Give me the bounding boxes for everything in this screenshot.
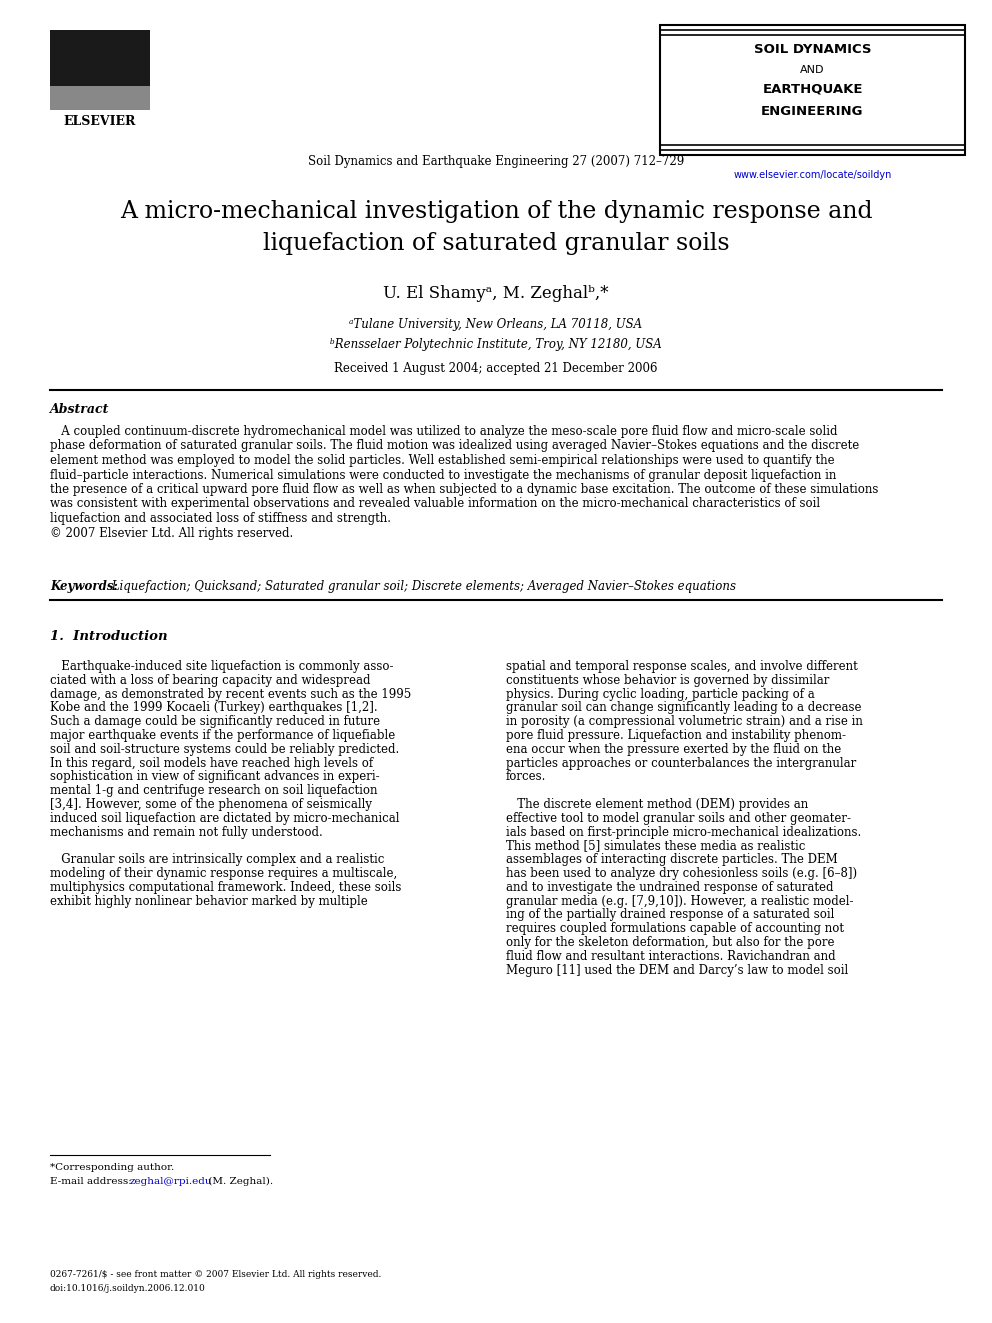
Text: granular media (e.g. [7,9,10]). However, a realistic model-: granular media (e.g. [7,9,10]). However,…: [506, 894, 853, 908]
Text: ᵃTulane University, New Orleans, LA 70118, USA: ᵃTulane University, New Orleans, LA 7011…: [349, 318, 643, 331]
Text: in porosity (a compressional volumetric strain) and a rise in: in porosity (a compressional volumetric …: [506, 716, 863, 728]
Text: Abstract: Abstract: [50, 404, 109, 415]
Text: assemblages of interacting discrete particles. The DEM: assemblages of interacting discrete part…: [506, 853, 838, 867]
Text: multiphysics computational framework. Indeed, these soils: multiphysics computational framework. In…: [50, 881, 402, 894]
Text: sophistication in view of significant advances in experi-: sophistication in view of significant ad…: [50, 770, 380, 783]
Text: only for the skeleton deformation, but also for the pore: only for the skeleton deformation, but a…: [506, 935, 834, 949]
Text: The discrete element method (DEM) provides an: The discrete element method (DEM) provid…: [506, 798, 808, 811]
Text: effective tool to model granular soils and other geomater-: effective tool to model granular soils a…: [506, 812, 851, 824]
Text: [3,4]. However, some of the phenomena of seismically: [3,4]. However, some of the phenomena of…: [50, 798, 372, 811]
Text: A coupled continuum-discrete hydromechanical model was utilized to analyze the m: A coupled continuum-discrete hydromechan…: [50, 425, 837, 438]
Text: mechanisms and remain not fully understood.: mechanisms and remain not fully understo…: [50, 826, 322, 839]
Text: (M. Zeghal).: (M. Zeghal).: [205, 1177, 273, 1187]
Text: modeling of their dynamic response requires a multiscale,: modeling of their dynamic response requi…: [50, 867, 397, 880]
Text: ENGINEERING: ENGINEERING: [761, 105, 864, 118]
Text: E-mail address:: E-mail address:: [50, 1177, 135, 1185]
Text: EARTHQUAKE: EARTHQUAKE: [762, 83, 863, 97]
Text: ciated with a loss of bearing capacity and widespread: ciated with a loss of bearing capacity a…: [50, 673, 370, 687]
Text: Soil Dynamics and Earthquake Engineering 27 (2007) 712–729: Soil Dynamics and Earthquake Engineering…: [308, 155, 684, 168]
Text: Received 1 August 2004; accepted 21 December 2006: Received 1 August 2004; accepted 21 Dece…: [334, 363, 658, 374]
Text: has been used to analyze dry cohesionless soils (e.g. [6–8]): has been used to analyze dry cohesionles…: [506, 867, 857, 880]
Text: element method was employed to model the solid particles. Well established semi-: element method was employed to model the…: [50, 454, 834, 467]
Text: Earthquake-induced site liquefaction is commonly asso-: Earthquake-induced site liquefaction is …: [50, 660, 394, 673]
Text: 0267-7261/$ - see front matter © 2007 Elsevier Ltd. All rights reserved.: 0267-7261/$ - see front matter © 2007 El…: [50, 1270, 381, 1279]
Text: requires coupled formulations capable of accounting not: requires coupled formulations capable of…: [506, 922, 844, 935]
Text: the presence of a critical upward pore fluid flow as well as when subjected to a: the presence of a critical upward pore f…: [50, 483, 878, 496]
Text: *Corresponding author.: *Corresponding author.: [50, 1163, 175, 1172]
Text: fluid–particle interactions. Numerical simulations were conducted to investigate: fluid–particle interactions. Numerical s…: [50, 468, 836, 482]
Text: induced soil liquefaction are dictated by micro-mechanical: induced soil liquefaction are dictated b…: [50, 812, 400, 824]
Text: liquefaction of saturated granular soils: liquefaction of saturated granular soils: [263, 232, 729, 255]
Text: Granular soils are intrinsically complex and a realistic: Granular soils are intrinsically complex…: [50, 853, 384, 867]
Text: www.elsevier.com/locate/soildyn: www.elsevier.com/locate/soildyn: [733, 169, 892, 180]
Text: This method [5] simulates these media as realistic: This method [5] simulates these media as…: [506, 839, 806, 852]
Text: ena occur when the pressure exerted by the fluid on the: ena occur when the pressure exerted by t…: [506, 742, 841, 755]
Text: U. El Shamyᵃ, M. Zeghalᵇ,*: U. El Shamyᵃ, M. Zeghalᵇ,*: [383, 284, 609, 302]
Bar: [660, 25, 965, 155]
Text: ᵇRensselaer Polytechnic Institute, Troy, NY 12180, USA: ᵇRensselaer Polytechnic Institute, Troy,…: [330, 337, 662, 351]
Text: liquefaction and associated loss of stiffness and strength.: liquefaction and associated loss of stif…: [50, 512, 391, 525]
Text: spatial and temporal response scales, and involve different: spatial and temporal response scales, an…: [506, 660, 858, 673]
Text: Liquefaction; Quicksand; Saturated granular soil; Discrete elements; Averaged Na: Liquefaction; Quicksand; Saturated granu…: [108, 579, 736, 593]
Text: phase deformation of saturated granular soils. The fluid motion was idealized us: phase deformation of saturated granular …: [50, 439, 859, 452]
Text: doi:10.1016/j.soildyn.2006.12.010: doi:10.1016/j.soildyn.2006.12.010: [50, 1285, 205, 1293]
Text: physics. During cyclic loading, particle packing of a: physics. During cyclic loading, particle…: [506, 688, 814, 701]
Text: and to investigate the undrained response of saturated: and to investigate the undrained respons…: [506, 881, 833, 894]
Text: constituents whose behavior is governed by dissimilar: constituents whose behavior is governed …: [506, 673, 829, 687]
Text: Meguro [11] used the DEM and Darcy’s law to model soil: Meguro [11] used the DEM and Darcy’s law…: [506, 963, 848, 976]
Text: ing of the partially drained response of a saturated soil: ing of the partially drained response of…: [506, 909, 834, 921]
Text: In this regard, soil models have reached high levels of: In this regard, soil models have reached…: [50, 757, 373, 770]
Text: pore fluid pressure. Liquefaction and instability phenom-: pore fluid pressure. Liquefaction and in…: [506, 729, 846, 742]
Text: soil and soil-structure systems could be reliably predicted.: soil and soil-structure systems could be…: [50, 742, 399, 755]
Text: 1.  Introduction: 1. Introduction: [50, 630, 168, 643]
Bar: [50, 30, 150, 110]
Text: ELSEVIER: ELSEVIER: [63, 115, 136, 128]
Text: AND: AND: [801, 65, 824, 75]
Text: Kobe and the 1999 Kocaeli (Turkey) earthquakes [1,2].: Kobe and the 1999 Kocaeli (Turkey) earth…: [50, 701, 378, 714]
Text: mental 1-g and centrifuge research on soil liquefaction: mental 1-g and centrifuge research on so…: [50, 785, 378, 798]
Text: Such a damage could be significantly reduced in future: Such a damage could be significantly red…: [50, 716, 380, 728]
Text: © 2007 Elsevier Ltd. All rights reserved.: © 2007 Elsevier Ltd. All rights reserved…: [50, 527, 294, 540]
Text: A micro-mechanical investigation of the dynamic response and: A micro-mechanical investigation of the …: [120, 200, 872, 224]
Text: was consistent with experimental observations and revealed valuable information : was consistent with experimental observa…: [50, 497, 820, 511]
Text: zeghal@rpi.edu: zeghal@rpi.edu: [130, 1177, 212, 1185]
Text: forces.: forces.: [506, 770, 547, 783]
Text: granular soil can change significantly leading to a decrease: granular soil can change significantly l…: [506, 701, 861, 714]
Text: damage, as demonstrated by recent events such as the 1995: damage, as demonstrated by recent events…: [50, 688, 412, 701]
Text: fluid flow and resultant interactions. Ravichandran and: fluid flow and resultant interactions. R…: [506, 950, 835, 963]
Bar: [50, 86, 150, 110]
Text: ials based on first-principle micro-mechanical idealizations.: ials based on first-principle micro-mech…: [506, 826, 861, 839]
Text: major earthquake events if the performance of liquefiable: major earthquake events if the performan…: [50, 729, 395, 742]
Text: exhibit highly nonlinear behavior marked by multiple: exhibit highly nonlinear behavior marked…: [50, 894, 368, 908]
Text: particles approaches or counterbalances the intergranular: particles approaches or counterbalances …: [506, 757, 856, 770]
Text: Keywords:: Keywords:: [50, 579, 118, 593]
Text: SOIL DYNAMICS: SOIL DYNAMICS: [754, 44, 871, 56]
